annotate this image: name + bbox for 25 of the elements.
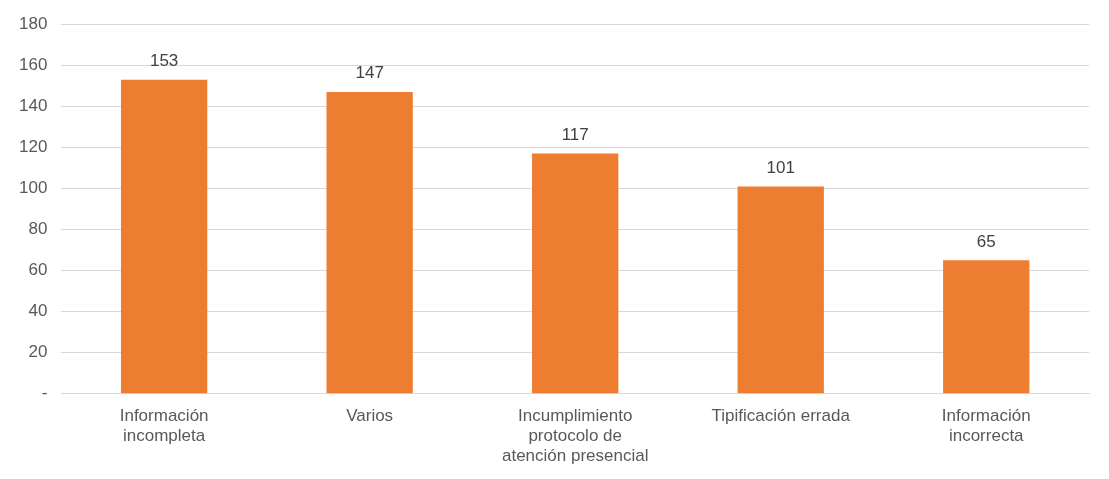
bar bbox=[326, 91, 413, 394]
x-tick-label: Tipificación errada bbox=[711, 405, 851, 425]
y-tick-label: 160 bbox=[18, 54, 48, 74]
y-tick-label: 40 bbox=[28, 301, 48, 321]
data-label: 65 bbox=[976, 231, 996, 251]
x-tick-label: Incumplimiento protocolo de atención presencial bbox=[501, 405, 649, 466]
y-tick-label: 60 bbox=[28, 260, 48, 280]
y-tick-label: - bbox=[41, 383, 48, 403]
y-tick-label: 80 bbox=[28, 219, 48, 239]
y-tick-label: 180 bbox=[18, 13, 48, 33]
x-tick-label: Información incompleta bbox=[119, 405, 209, 446]
data-label: 153 bbox=[149, 50, 179, 70]
bar bbox=[943, 260, 1030, 394]
data-label: 147 bbox=[355, 63, 384, 83]
bar bbox=[737, 186, 824, 394]
y-tick-label: 140 bbox=[18, 96, 48, 116]
x-tick-label: Información incorrecta bbox=[941, 405, 1031, 446]
bar bbox=[120, 79, 208, 394]
y-tick-label: 120 bbox=[18, 137, 48, 157]
y-tick-label: 20 bbox=[28, 342, 48, 362]
data-label: 101 bbox=[766, 157, 795, 177]
bar bbox=[532, 153, 619, 394]
y-tick-label: 100 bbox=[18, 178, 48, 198]
data-label: 117 bbox=[561, 124, 589, 144]
x-tick-label: Varios bbox=[346, 405, 394, 425]
